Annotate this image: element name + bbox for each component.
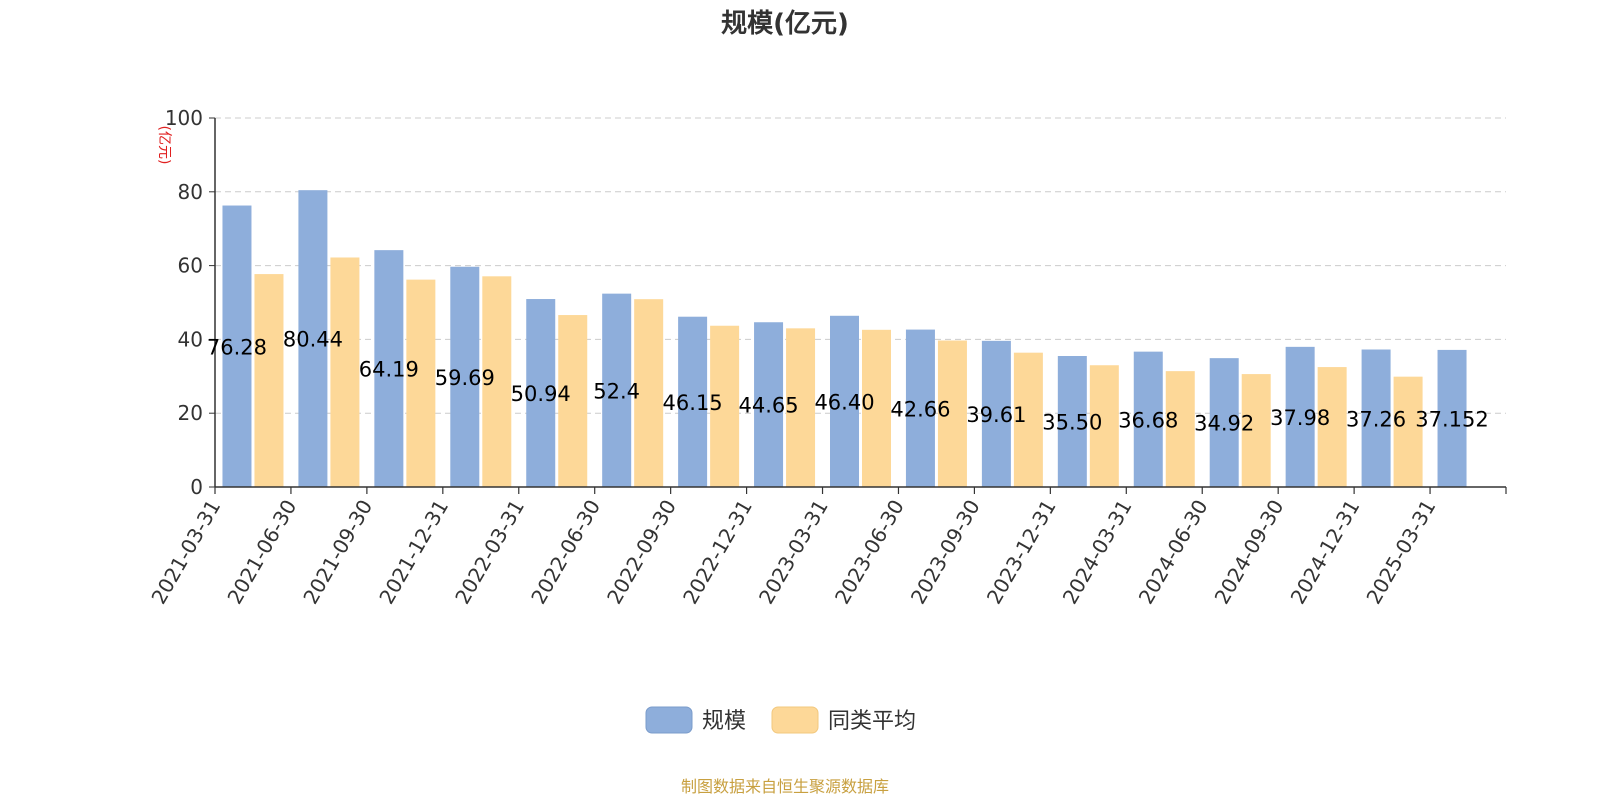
bar-peer-average <box>558 315 588 487</box>
data-label: 52.4 <box>593 379 640 403</box>
bar-scale <box>602 293 632 487</box>
data-label: 64.19 <box>359 358 419 382</box>
x-tick-label: 2024-06-30 <box>1134 496 1213 609</box>
x-tick-label: 2023-12-31 <box>982 496 1061 609</box>
legend-item-scale[interactable]: 规模 <box>645 706 746 734</box>
y-tick-label: 0 <box>190 475 203 499</box>
data-label: 46.15 <box>663 391 723 415</box>
bar-peer-average <box>1393 376 1423 487</box>
data-label: 37.152 <box>1415 407 1488 431</box>
data-label: 44.65 <box>738 394 798 418</box>
data-label: 76.28 <box>207 335 267 359</box>
bar-scale <box>1209 358 1239 487</box>
legend-label: 同类平均 <box>828 709 916 734</box>
data-label: 35.50 <box>1042 411 1102 435</box>
bar-scale <box>830 315 859 487</box>
bar-peer-average <box>254 274 284 487</box>
x-tick-label: 2021-12-31 <box>374 495 453 608</box>
bar-scale <box>1133 351 1163 487</box>
bar-scale <box>222 205 252 487</box>
bar-peer-average <box>786 328 816 487</box>
bar-peer-average <box>1089 365 1119 487</box>
bar-peer-average <box>1317 367 1347 487</box>
bar-scale <box>1361 349 1391 487</box>
x-tick-label: 2022-03-31 <box>450 496 529 609</box>
x-tick-label: 2022-12-31 <box>678 496 757 609</box>
x-tick-label: 2021-09-30 <box>298 496 377 609</box>
y-tick-label: 20 <box>178 401 203 425</box>
x-tick-label: 2022-09-30 <box>602 496 681 609</box>
bar-peer-average <box>330 257 360 487</box>
y-axis-unit: (亿元) <box>156 126 172 165</box>
bar-scale <box>298 190 328 488</box>
bar-scale <box>1437 349 1467 487</box>
data-label: 80.44 <box>283 328 343 352</box>
y-tick-label: 60 <box>178 254 203 278</box>
x-tick-label: 2022-06-30 <box>526 496 605 609</box>
data-label: 34.92 <box>1194 412 1254 436</box>
y-tick-label: 100 <box>165 106 203 130</box>
bar-scale <box>981 340 1011 487</box>
data-labels: 76.28 80.44 64.19 59.69 50.94 52.4 46.15 44.65 4… <box>207 328 1489 436</box>
legend-swatch <box>645 706 693 734</box>
legend[interactable]: 规模 同类平均 <box>645 706 916 734</box>
bar-peer-average <box>937 340 967 487</box>
legend-swatch <box>771 706 819 734</box>
data-label: 37.98 <box>1270 406 1330 430</box>
bar-scale <box>754 322 784 487</box>
bars <box>222 190 1467 488</box>
data-label: 50.94 <box>511 382 571 406</box>
legend-item-peer-average[interactable]: 同类平均 <box>771 706 916 734</box>
x-tick-label: 2023-03-31 <box>754 496 833 609</box>
bar-peer-average <box>634 299 664 487</box>
bar-peer-average <box>1165 371 1195 487</box>
bar-scale <box>374 250 404 487</box>
bar-scale <box>1285 346 1315 487</box>
x-tick-label: 2021-06-30 <box>222 496 301 609</box>
bar-scale <box>905 329 935 487</box>
bar-peer-average <box>1241 374 1271 487</box>
bar-peer-average <box>710 325 740 487</box>
bar-scale <box>450 266 480 487</box>
bar-scale <box>678 316 708 487</box>
y-axis: 0 20 40 60 80 100 <box>165 106 216 499</box>
y-tick-label: 40 <box>178 327 203 351</box>
x-tick-label: 2023-09-30 <box>906 496 985 609</box>
x-tick-label: 2021-03-31 <box>146 496 225 609</box>
bar-scale <box>526 299 556 487</box>
x-tick-label: 2023-06-30 <box>830 496 909 609</box>
bar-scale <box>1057 356 1087 487</box>
x-tick-label: 2025-03-31 <box>1361 496 1440 609</box>
data-label: 37.26 <box>1346 407 1406 431</box>
chart-title: 规模(亿元) <box>721 9 849 39</box>
bar-peer-average <box>1013 352 1043 487</box>
bar-peer-average <box>862 329 891 487</box>
data-label: 59.69 <box>435 366 495 390</box>
data-label: 39.61 <box>966 403 1026 427</box>
x-tick-label: 2024-12-31 <box>1286 496 1365 609</box>
data-label: 36.68 <box>1118 408 1178 432</box>
bar-peer-average <box>406 279 436 487</box>
bar-peer-average <box>482 276 512 487</box>
source-note: 制图数据来自恒生聚源数据库 <box>681 777 889 796</box>
data-label: 46.40 <box>814 390 874 414</box>
x-axis: 2021-03-312021-06-302021-09-302021-12-31… <box>146 486 1507 609</box>
x-tick-label: 2024-03-31 <box>1058 496 1137 609</box>
data-label: 42.66 <box>890 397 950 421</box>
legend-label: 规模 <box>702 709 746 734</box>
x-tick-label: 2024-09-30 <box>1210 496 1289 609</box>
y-tick-label: 80 <box>178 180 203 204</box>
